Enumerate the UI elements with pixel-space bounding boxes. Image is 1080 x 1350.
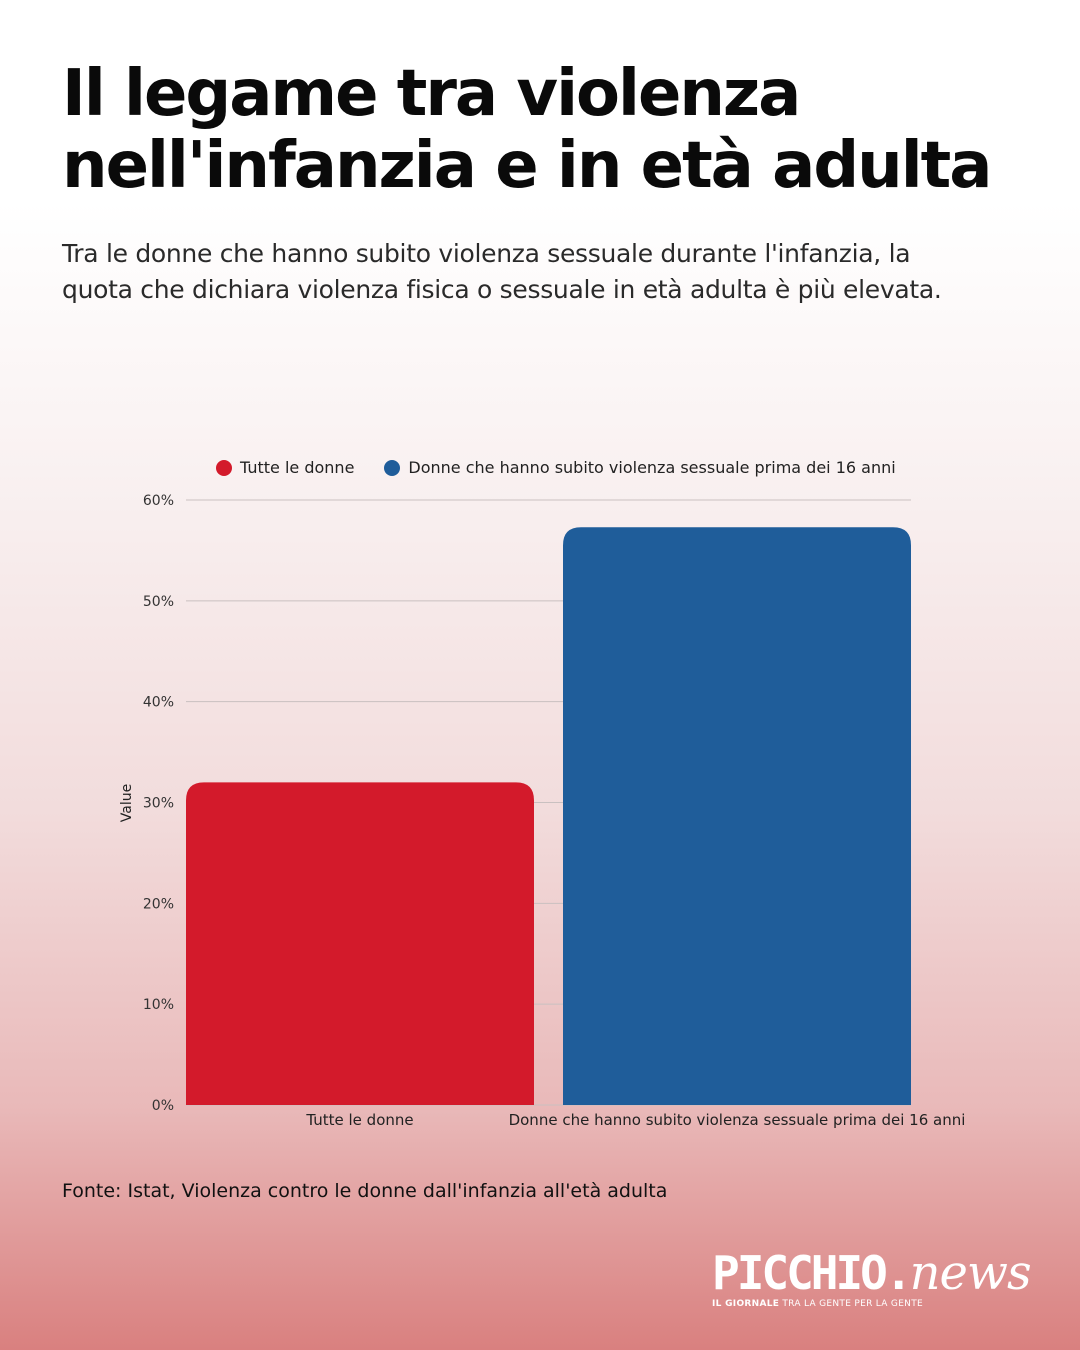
y-tick-label: 10% (143, 997, 174, 1013)
bar-chart: 0% 10% 20% 30% 40% 50% 60% Value Tutte le donne D… (0, 420, 1080, 1140)
logo-news: news (909, 1245, 1032, 1301)
logo-tag-rest: TRA LA GENTE PER LA GENTE (779, 1299, 924, 1309)
y-tick-label: 20% (143, 896, 174, 912)
x-tick-label: Donne che hanno subito violenza sessuale… (509, 1111, 966, 1129)
chart-svg: 0% 10% 20% 30% 40% 50% 60% Value Tutte le donne D… (119, 493, 966, 1129)
legend-item-1: Tutte le donne (216, 458, 354, 477)
legend-marker-1 (216, 459, 232, 476)
legend-marker-2 (384, 459, 401, 476)
picchio-news-logo: PICCHIO. news IL GIORNALE TRA LA GENTE P… (712, 1248, 1052, 1318)
page-subtitle: Tra le donne che hanno subito violenza s… (62, 239, 942, 304)
logo-word: PICCHIO. (712, 1246, 913, 1300)
x-tick-label: Tutte le donne (305, 1111, 413, 1129)
source-note: Fonte: Istat, Violenza contro le donne d… (62, 1180, 668, 1202)
logo-wordmark: PICCHIO. news (712, 1248, 1052, 1298)
bar-1 (186, 782, 534, 1105)
bar-2 (563, 527, 911, 1105)
legend-label-2: Donne che hanno subito violenza sessuale… (408, 458, 896, 477)
logo-tagline: IL GIORNALE TRA LA GENTE PER LA GENTE (712, 1299, 1052, 1309)
chart-legend: Tutte le donne Donne che hanno subito vi… (216, 458, 896, 477)
y-tick-label: 0% (152, 1098, 174, 1114)
legend-label-1: Tutte le donne (240, 458, 355, 477)
y-tick-label: 50% (143, 594, 174, 610)
legend-item-2: Donne che hanno subito violenza sessuale… (384, 458, 896, 477)
y-tick-label: 40% (143, 695, 174, 711)
y-axis-label: Value (119, 784, 135, 822)
page-title: Il legame tra violenza nell'infanzia e i… (62, 57, 992, 203)
y-tick-label: 60% (143, 493, 174, 509)
y-tick-label: 30% (143, 796, 174, 812)
logo-tag-bold: IL GIORNALE (712, 1299, 780, 1309)
